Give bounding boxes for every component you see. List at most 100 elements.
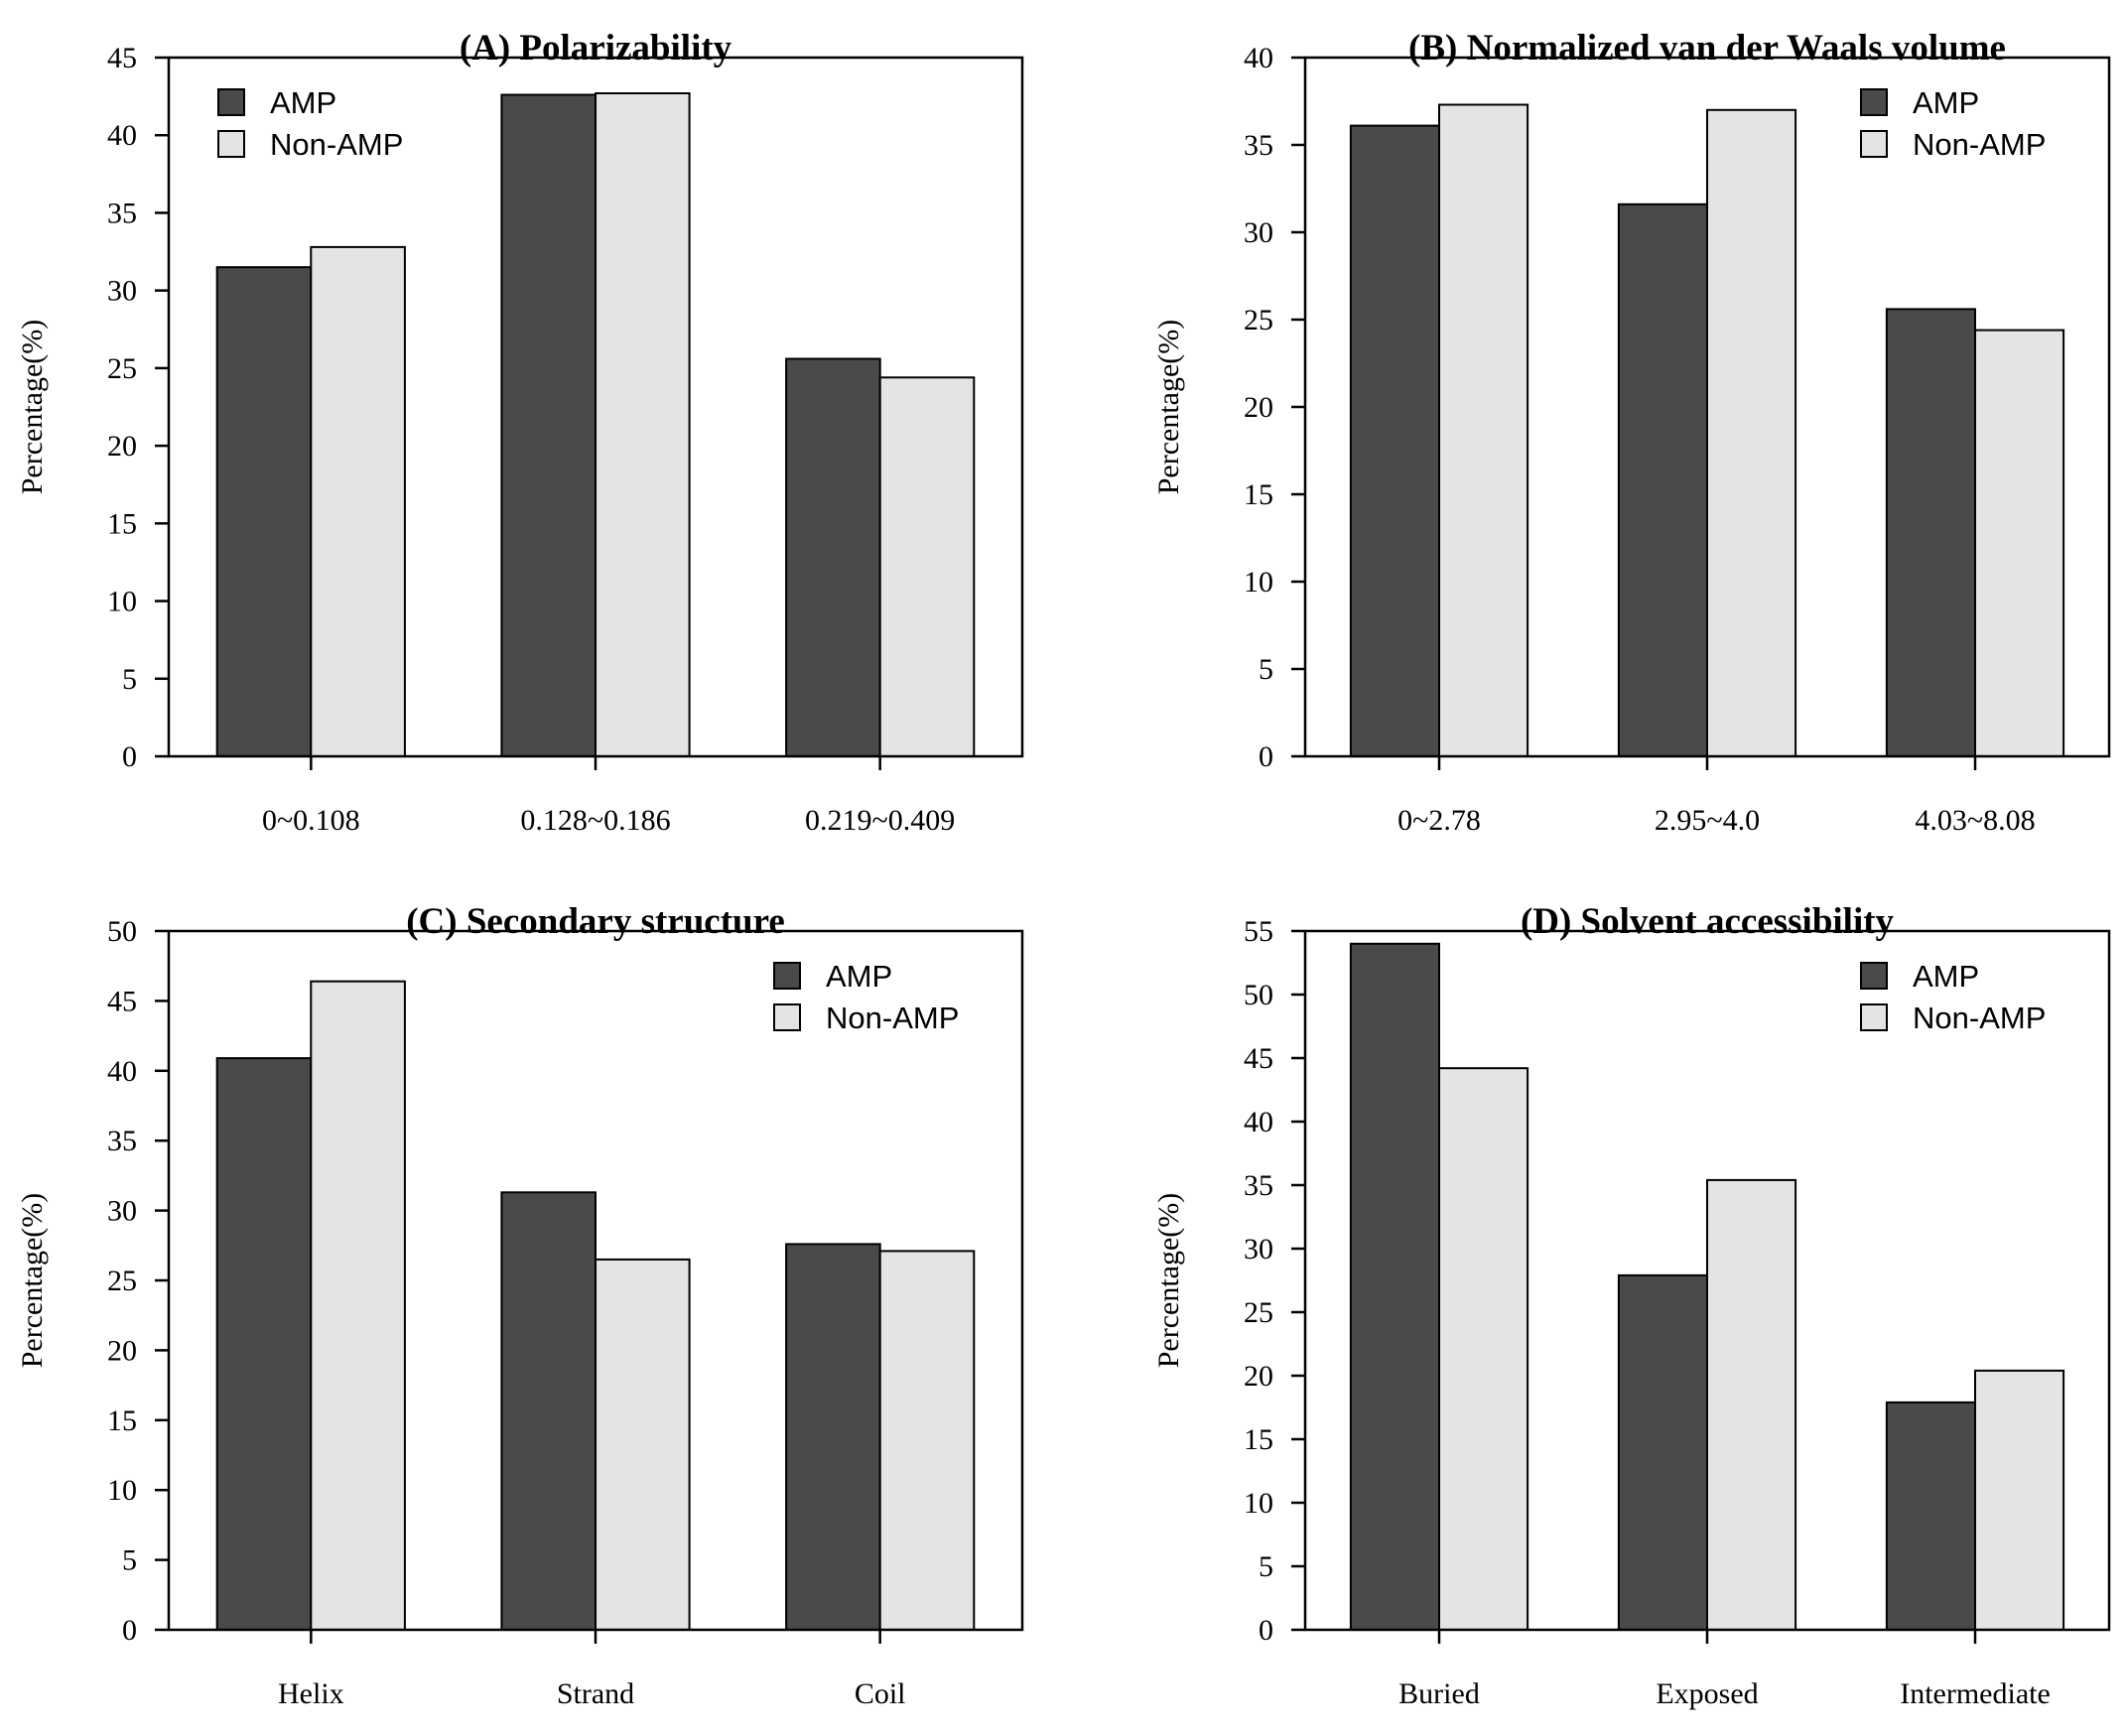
plot-frame <box>1303 929 2111 1632</box>
y-tick-label: 40 <box>107 1055 137 1088</box>
legend-label: AMP <box>270 85 336 120</box>
y-tick-label: 20 <box>107 1334 137 1367</box>
bar-amp-2 <box>1617 1273 1709 1632</box>
bar-amp-1 <box>1349 124 1441 758</box>
y-axis-label: Percentage(%) <box>16 320 49 495</box>
bar-non-amp-1 <box>310 980 406 1631</box>
legend: AMP Non-AMP <box>217 85 403 162</box>
y-tick-label: 15 <box>107 507 137 540</box>
legend-swatch-non-amp <box>217 130 245 158</box>
y-tick-label: 35 <box>1244 129 1273 162</box>
panel-title: (A) Polarizability <box>460 28 732 68</box>
y-tick-label: 20 <box>1244 1360 1273 1393</box>
y-tick-label: 5 <box>1259 1550 1273 1583</box>
bar-non-amp-3 <box>1974 329 2065 757</box>
legend-label: AMP <box>1913 85 1979 120</box>
y-tick-label: 35 <box>107 197 137 229</box>
y-tick-label: 5 <box>1259 653 1273 686</box>
bar-amp-1 <box>215 1057 313 1631</box>
x-tick-label: Buried <box>1398 1677 1480 1710</box>
y-tick-label: 25 <box>107 1265 137 1297</box>
bar-non-amp-1 <box>1438 103 1529 757</box>
panel-a: 0~0.108 0.128~0.186 0.219~0.409 0 5 10 15 20 25 3… <box>16 28 1024 837</box>
legend-label: Non-AMP <box>1913 127 2046 162</box>
bar-non-amp-1 <box>1438 1067 1529 1631</box>
bar-non-amp-3 <box>878 376 976 757</box>
bar-non-amp-2 <box>595 1258 691 1632</box>
y-tick-label: 10 <box>1244 566 1273 599</box>
x-tick-label: Helix <box>278 1677 344 1710</box>
y-tick-label: 35 <box>107 1125 137 1157</box>
y-tick-label: 10 <box>107 586 137 618</box>
x-tick-label: 0.128~0.186 <box>520 804 670 837</box>
y-tick-label: 40 <box>107 119 137 152</box>
y-tick-label: 10 <box>107 1474 137 1507</box>
bar-non-amp-3 <box>878 1250 976 1632</box>
y-tick-label: 45 <box>107 42 137 74</box>
bar-non-amp-1 <box>310 245 406 757</box>
panel-title: (D) Solvent accessibility <box>1521 901 1895 942</box>
legend: AMP Non-AMP <box>773 959 959 1035</box>
legend: AMP Non-AMP <box>1860 85 2046 162</box>
x-tick-label: 0.219~0.409 <box>805 804 955 837</box>
y-tick-label: 20 <box>107 430 137 463</box>
y-tick-label: 15 <box>1244 478 1273 511</box>
legend: AMP Non-AMP <box>1860 959 2046 1035</box>
bar-amp-3 <box>1885 1401 1977 1632</box>
x-tick-label: 0~2.78 <box>1397 804 1481 837</box>
bar-amp-2 <box>500 93 597 757</box>
y-tick-label: 25 <box>1244 1296 1273 1329</box>
y-axis-label: Percentage(%) <box>1152 1193 1185 1369</box>
legend-label: Non-AMP <box>826 1001 959 1035</box>
bar-non-amp-2 <box>595 92 691 757</box>
legend-label: Non-AMP <box>270 127 403 162</box>
panel-title: (C) Secondary structure <box>406 901 785 942</box>
y-tick-label: 15 <box>1244 1423 1273 1456</box>
bar-non-amp-2 <box>1706 108 1797 758</box>
x-tick-label: 2.95~4.0 <box>1655 804 1760 837</box>
y-tick-label: 0 <box>122 1614 137 1647</box>
bar-amp-3 <box>785 1243 881 1632</box>
y-tick-label: 0 <box>1259 1614 1273 1647</box>
y-tick-label: 45 <box>1244 1042 1273 1075</box>
legend-label: AMP <box>826 959 892 994</box>
y-tick-label: 50 <box>1244 979 1273 1011</box>
y-tick-label: 20 <box>1244 391 1273 424</box>
x-tick-label: 0~0.108 <box>262 804 360 837</box>
bar-amp-1 <box>1349 942 1441 1631</box>
y-tick-label: 30 <box>1244 216 1273 249</box>
bar-amp-2 <box>500 1191 597 1632</box>
y-tick-label: 0 <box>122 740 137 773</box>
y-tick-label: 45 <box>107 985 137 1017</box>
bar-amp-1 <box>215 266 313 757</box>
legend-swatch-non-amp <box>773 1003 801 1031</box>
y-tick-label: 5 <box>122 663 137 696</box>
legend-swatch-non-amp <box>1860 1003 1888 1031</box>
y-tick-label: 35 <box>1244 1169 1273 1202</box>
legend-swatch-amp <box>773 962 801 990</box>
y-tick-label: 10 <box>1244 1487 1273 1520</box>
y-tick-label: 0 <box>1259 740 1273 773</box>
panel-title: (B) Normalized van der Waals volume <box>1408 28 2006 68</box>
panel-b: 0~2.78 2.95~4.0 4.03~8.08 0 5 10 15 20 25 30 35 40 (… <box>1152 28 2111 837</box>
y-tick-label: 15 <box>107 1404 137 1437</box>
plot-frame <box>167 56 1024 758</box>
bar-non-amp-2 <box>1706 1178 1797 1632</box>
legend-label: Non-AMP <box>1913 1001 2046 1035</box>
bar-non-amp-3 <box>1974 1369 2065 1632</box>
y-tick-label: 25 <box>107 352 137 385</box>
x-tick-label: Exposed <box>1656 1677 1758 1710</box>
y-tick-label: 30 <box>107 1195 137 1228</box>
panel-c: Helix Strand Coil 0 5 10 15 20 25 30 35 40 45 50 (C) S… <box>16 901 1024 1710</box>
y-tick-label: 40 <box>1244 1106 1273 1138</box>
x-tick-label: Coil <box>855 1677 906 1710</box>
legend-label: AMP <box>1913 959 1979 994</box>
y-tick-label: 5 <box>122 1544 137 1577</box>
plot-frame <box>167 929 1024 1632</box>
y-tick-label: 30 <box>107 275 137 308</box>
y-axis-label: Percentage(%) <box>1152 320 1185 495</box>
bar-amp-3 <box>1885 308 1977 757</box>
legend-swatch-non-amp <box>1860 130 1888 158</box>
y-tick-label: 40 <box>1244 42 1273 74</box>
